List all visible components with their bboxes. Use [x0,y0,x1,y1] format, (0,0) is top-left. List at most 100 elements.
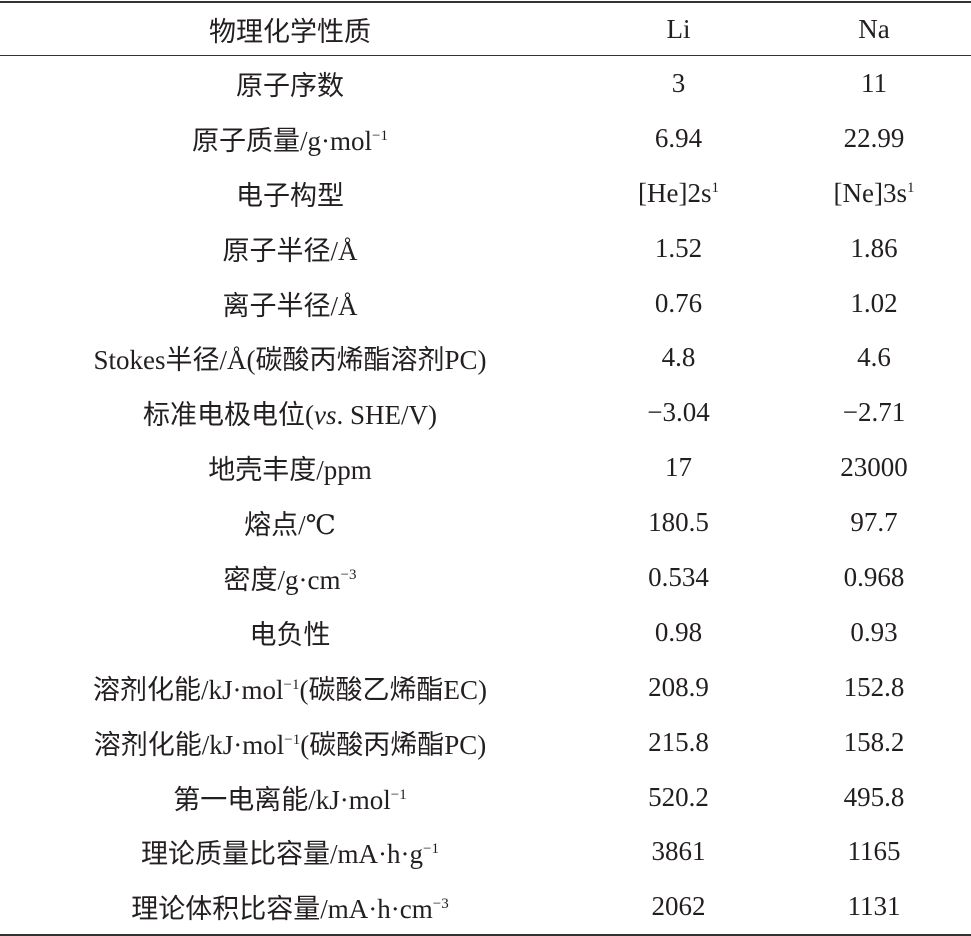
property-cell: 标准电极电位(vs. SHE/V) [0,385,580,440]
superscript: −1 [390,786,407,803]
cell-text: −3.04 [647,397,710,428]
cell-text: 11 [861,67,887,98]
property-cell: 离子半径/Å [0,276,580,331]
table-row: 原子序数 3 11 [0,56,971,111]
na-value-cell: 0.968 [777,550,971,605]
superscript: 1 [906,179,915,196]
header-na: Na [858,13,890,44]
cell-text: 215.8 [648,726,709,757]
na-value-cell: 158.2 [777,715,971,770]
property-cell: 第一电离能/kJ·mol−1 [0,770,580,825]
li-value-cell: 215.8 [580,715,777,770]
cell-text: 地壳丰度/ppm [208,455,372,486]
li-value-cell: 0.98 [580,605,777,660]
cell-text: 3861 [651,836,706,867]
na-value-cell: 97.7 [777,495,971,550]
superscript: −1 [283,676,300,693]
table-row: 原子半径/Å 1.52 1.86 [0,221,971,276]
na-value-cell: 11 [777,56,971,111]
cell-text: 标准电极电位( [143,400,314,431]
li-value-cell: 4.8 [580,330,777,385]
table-row: 熔点/℃ 180.5 97.7 [0,495,971,550]
header-li: Li [666,13,691,44]
table-row: 电子构型 [He]2s1 [Ne]3s1 [0,166,971,221]
cell-text: (碳酸丙烯酯PC) [300,729,487,760]
cell-text: Stokes半径/Å(碳酸丙烯酯溶剂PC) [93,345,487,376]
superscript: −3 [340,566,357,583]
superscript: −1 [372,127,388,144]
property-cell: 原子序数 [0,56,580,111]
table-row: Stokes半径/Å(碳酸丙烯酯溶剂PC) 4.8 4.6 [0,330,971,385]
na-value-cell: 22.99 [777,111,971,166]
cell-text: 97.7 [850,507,898,538]
cell-text: 152.8 [843,671,905,702]
cell-text: . SHE/V) [336,400,438,431]
cell-text: 溶剂化能/kJ·mol [93,729,285,760]
cell-text: 4.8 [661,342,696,373]
cell-text: 原子质量/g·mol [192,125,373,156]
property-cell: 电子构型 [0,166,580,221]
superscript: −1 [284,731,301,748]
li-value-cell: 180.5 [580,495,777,550]
cell-text: 理论质量比容量/mA·h·g [141,839,423,870]
cell-text: 17 [665,452,692,483]
cell-text: 180.5 [648,507,709,538]
li-value-cell: [He]2s1 [580,166,777,221]
superscript: −3 [432,896,449,913]
li-value-cell: 208.9 [580,660,777,715]
table-row: 溶剂化能/kJ·mol−1(碳酸丙烯酯PC) 215.8 158.2 [0,715,971,770]
property-cell: 密度/g·cm−3 [0,550,580,605]
cell-text: 密度/g·cm [223,564,341,595]
cell-text: 溶剂化能/kJ·mol [93,674,284,705]
li-value-cell: 6.94 [580,111,777,166]
na-value-cell: 1.86 [777,221,971,276]
cell-text: 理论体积比容量/mA·h·cm [131,894,433,925]
cell-text: 1.86 [850,232,898,263]
cell-text: 3 [671,67,686,98]
cell-text: 1.02 [850,287,898,318]
na-value-cell: 1.02 [777,276,971,331]
li-value-cell: 0.534 [580,550,777,605]
cell-text: 495.8 [843,781,905,812]
italic-text: vs [314,400,337,431]
property-cell: 理论体积比容量/mA·h·cm−3 [0,879,580,935]
cell-text: [He]2s [638,177,712,208]
table-row: 密度/g·cm−3 0.534 0.968 [0,550,971,605]
superscript: 1 [711,179,719,196]
table-row: 理论体积比容量/mA·h·cm−3 2062 1131 [0,879,971,936]
cell-text: 电子构型 [236,180,344,211]
header-property: 物理化学性质 [209,16,371,47]
na-value-cell: 1131 [777,879,971,935]
cell-text: [Ne]3s [833,177,907,208]
li-value-cell: 17 [580,440,777,495]
cell-text: 0.968 [843,561,905,592]
header-row: 物理化学性质 Li Na [0,2,971,56]
cell-text: 520.2 [648,781,709,812]
property-cell: 熔点/℃ [0,495,580,550]
cell-text: 158.2 [843,726,905,757]
table-row: 地壳丰度/ppm 17 23000 [0,440,971,495]
cell-text: 离子半径/Å [222,290,358,321]
table-row: 溶剂化能/kJ·mol−1(碳酸乙烯酯EC) 208.9 152.8 [0,660,971,715]
cell-text: 第一电离能/kJ·mol [173,784,391,815]
cell-text: 0.98 [654,616,703,647]
na-value-cell: 0.93 [777,605,971,660]
table-body: 原子序数 3 11 原子质量/g·mol−1 6.94 22.99 电子构型 [He]2s1[… [0,56,971,936]
cell-text: 0.93 [850,616,898,647]
cell-text: 熔点/℃ [244,510,336,541]
na-value-cell: −2.71 [777,385,971,440]
cell-text: 1165 [847,836,901,867]
li-value-cell: 2062 [580,879,777,935]
cell-text: (碳酸乙烯酯EC) [299,674,487,705]
superscript: −1 [423,841,439,858]
property-cell: 原子质量/g·mol−1 [0,111,580,166]
na-value-cell: 4.6 [777,330,971,385]
property-cell: 溶剂化能/kJ·mol−1(碳酸乙烯酯EC) [0,660,580,715]
li-value-cell: 1.52 [580,221,777,276]
cell-text: 原子半径/Å [222,235,358,266]
na-value-cell: 1165 [777,824,971,879]
cell-text: 208.9 [648,671,709,702]
table-row: 标准电极电位(vs. SHE/V) −3.04 −2.71 [0,385,971,440]
cell-text: 1.52 [654,232,703,263]
